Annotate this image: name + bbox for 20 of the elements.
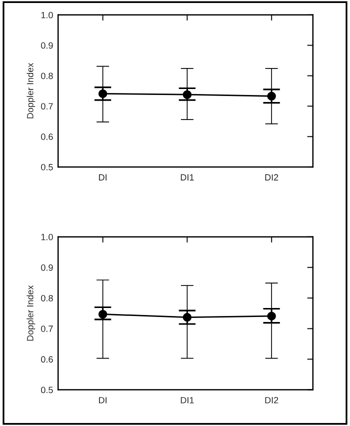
y-tick-label: 0.8 [41, 294, 53, 302]
x-tick-label: DI [99, 174, 106, 180]
y-tick-label: 0.7 [41, 103, 53, 110]
y-tick-label: 0.7 [41, 326, 53, 332]
y-axis-title: Doppler Index [26, 285, 36, 341]
x-tick-label: DI [99, 397, 106, 404]
y-tick-label: 1.0 [41, 12, 53, 18]
y-tick-label: 0.5 [41, 386, 53, 394]
y-tick-label: 0.8 [41, 72, 53, 80]
y-tick-label: 0.9 [41, 42, 53, 49]
y-tick-label: 0.9 [41, 264, 53, 271]
x-tick-label: DI1 [180, 174, 194, 180]
x-tick-label: DI2 [265, 174, 278, 180]
x-tick-label: DI2 [265, 396, 278, 404]
y-tick-label: 1.0 [41, 234, 53, 240]
x-tick-label: DI1 [180, 397, 194, 404]
y-tick-label: 0.6 [41, 356, 53, 363]
y-axis-title: Doppler Index [26, 62, 36, 118]
y-tick-label: 0.6 [41, 134, 53, 140]
y-tick-label: 0.5 [41, 164, 53, 170]
